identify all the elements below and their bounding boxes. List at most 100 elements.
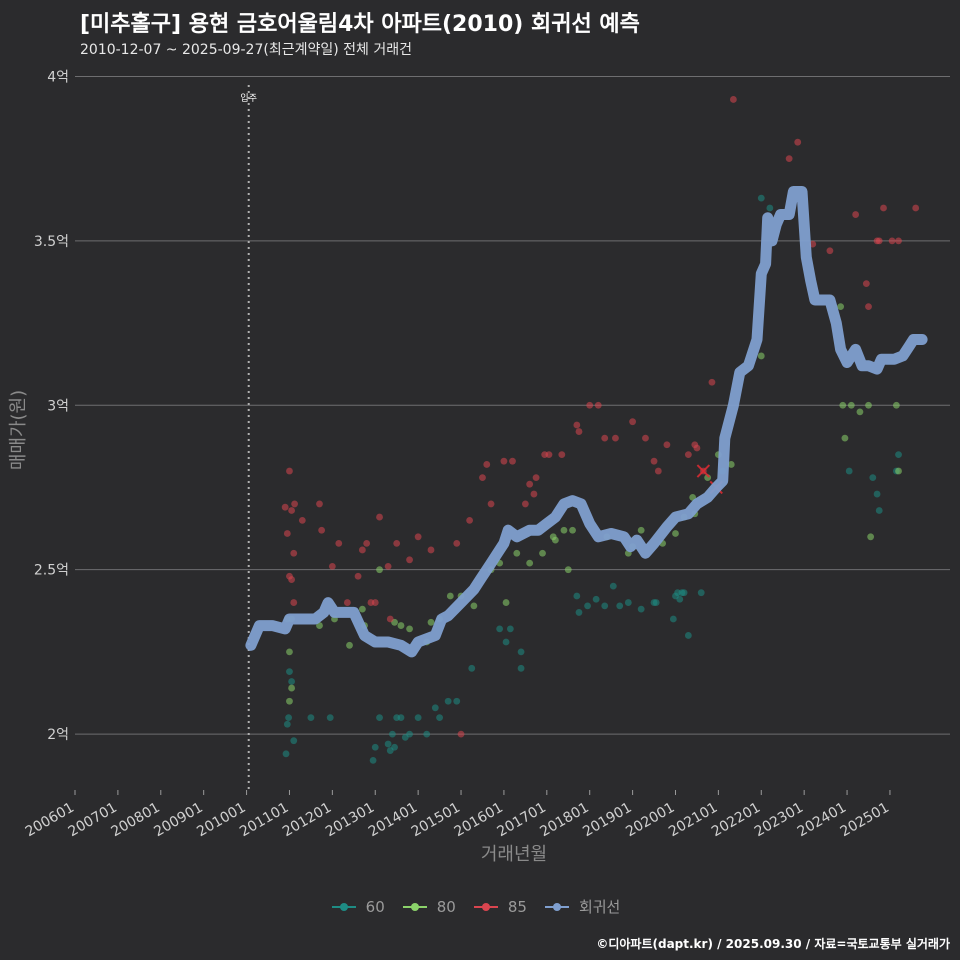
data-point-80 [397,622,405,629]
data-point-60 [766,204,774,212]
data-point-85 [545,451,553,458]
data-point-60 [601,602,609,610]
data-point-85 [298,516,306,524]
data-point-60 [757,194,765,202]
data-point-60 [384,740,392,748]
data-point-85 [693,444,701,452]
x-tick-label: 202001 [623,800,677,841]
data-point-60 [288,678,296,685]
legend-label-85: 85 [507,897,527,916]
data-point-85 [414,533,422,541]
data-point-85 [316,500,323,508]
data-point-60 [371,743,379,751]
data-point-85 [384,562,392,570]
data-point-60 [290,737,298,745]
y-tick-label: 4억 [47,69,69,85]
data-point-85 [363,539,371,547]
data-point-60 [895,451,902,458]
legend: 60 80 85 회귀선 [0,896,960,917]
data-point-85 [862,280,870,288]
x-tick-label: 201701 [495,800,549,841]
annotation-layer: 입주 [240,85,257,790]
legend-label-60: 60 [365,897,385,916]
data-point-85 [290,599,298,606]
data-point-80 [513,549,521,557]
data-point-85 [684,451,692,458]
x-tick-label: 200701 [66,800,120,841]
x-tick-label: 201901 [580,800,634,841]
data-point-80 [837,303,845,311]
data-point-80 [539,549,546,557]
x-tick-label: 202101 [666,800,720,841]
data-point-80 [551,536,559,544]
data-point-60 [389,730,396,738]
data-point-80 [406,625,413,633]
data-point-80 [847,401,855,409]
data-point-60 [376,714,383,722]
y-tick-label: 2억 [47,727,69,743]
data-point-85 [483,461,491,468]
x-axis-title: 거래년월 [481,844,547,865]
x-tick-label: 202501 [838,800,892,841]
data-point-60 [285,714,293,722]
y-axis-title: 매매가(원) [8,390,29,470]
data-point-60 [282,750,290,758]
move-in-label: 입주 [240,92,257,104]
data-point-60 [517,664,525,672]
data-point-80 [470,602,478,610]
data-point-85 [794,138,802,146]
data-point-80 [839,401,847,409]
data-point-80 [286,697,293,705]
legend-item-60: 60 [330,896,385,917]
data-point-85 [291,500,299,508]
regression-layer [245,186,928,658]
data-point-60 [283,720,291,728]
data-point-60 [496,625,504,633]
data-point-60 [423,730,431,738]
data-point-60 [369,757,377,764]
x-tick-label: 200801 [108,800,162,841]
data-point-85 [594,401,602,409]
data-point-85 [343,599,351,606]
data-point-85 [457,730,465,738]
axis-ticks: 2억2.5억3억3.5억4억20060120070120080120090120… [23,69,892,840]
x-tick-label: 202201 [709,800,763,841]
data-point-80 [526,559,534,567]
x-tick-label: 201601 [452,800,506,841]
x-tick-label: 201201 [280,800,334,841]
data-point-60 [453,697,461,705]
data-point-80 [865,401,872,409]
data-point-85 [286,467,293,475]
data-point-60 [845,467,853,475]
data-point-80 [446,592,454,600]
data-point-85 [479,474,486,482]
data-point-85 [654,467,662,475]
data-point-60 [414,714,422,722]
data-point-60 [684,632,692,639]
x-tick-label: 201401 [366,800,420,841]
highlight-marker [696,464,711,478]
data-point-85 [393,539,401,547]
data-point-85 [826,247,834,255]
data-point-60 [286,668,293,676]
data-point-85 [586,401,594,409]
x-tick-label: 201301 [323,800,377,841]
data-point-80 [867,533,875,541]
data-point-85 [663,441,671,449]
data-point-80 [856,408,864,416]
data-point-85 [466,516,474,524]
data-point-60 [573,592,581,600]
x-tick-label: 201501 [409,800,463,841]
data-point-85 [880,204,887,212]
data-point-60 [506,625,514,633]
data-point-85 [612,434,619,442]
data-point-85 [558,451,566,458]
legend-key-regression [543,897,571,917]
data-point-80 [727,461,735,468]
data-point-85 [912,204,920,212]
data-point-80 [564,566,572,574]
x-tick-label: 201101 [237,800,291,841]
data-point-60 [652,599,660,606]
data-point-85 [487,500,495,508]
data-point-60 [444,697,452,705]
